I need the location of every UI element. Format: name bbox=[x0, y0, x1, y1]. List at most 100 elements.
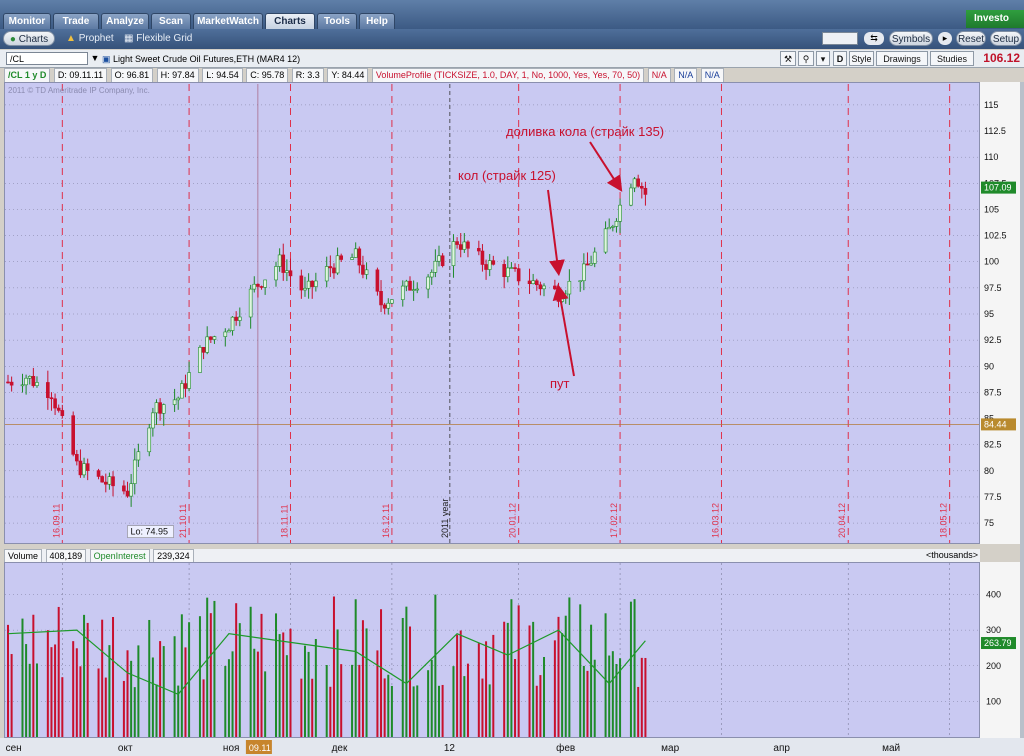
subtab-charts[interactable]: ● Charts bbox=[3, 31, 55, 46]
volume-bar bbox=[506, 622, 509, 737]
volume-axis[interactable] bbox=[980, 562, 1020, 738]
volume-bar bbox=[21, 618, 24, 737]
candle-body bbox=[158, 402, 162, 414]
volume-tick-label: 300 bbox=[986, 625, 1001, 635]
drawings-button[interactable]: Drawings bbox=[876, 51, 928, 66]
candle-body bbox=[176, 397, 181, 401]
candle-body bbox=[27, 376, 32, 379]
tab-monitor[interactable]: Monitor bbox=[3, 13, 51, 29]
volume-bar bbox=[553, 640, 556, 737]
expiry-date-label: 16.12.11 bbox=[381, 504, 391, 538]
volume-bar bbox=[466, 663, 469, 737]
month-label: апр bbox=[773, 743, 790, 754]
month-label: май bbox=[882, 743, 900, 754]
volume-bar bbox=[155, 684, 158, 737]
candle-body bbox=[31, 376, 36, 386]
tab-help[interactable]: Help bbox=[359, 13, 395, 29]
subtab-flexible-grid[interactable]: ▦ Flexible Grid bbox=[124, 32, 192, 46]
candle-body bbox=[122, 485, 126, 492]
volume-bar bbox=[97, 668, 100, 737]
volume-bar bbox=[401, 617, 404, 737]
reset-button[interactable]: Reset bbox=[956, 31, 986, 46]
price-chart-pane[interactable] bbox=[4, 82, 980, 544]
candle-body bbox=[285, 270, 289, 273]
zoom-icon[interactable]: ⚲ bbox=[798, 51, 814, 66]
copyright-text: 2011 © TD Ameritrade IP Company, Inc. bbox=[8, 86, 150, 95]
arrow-icon[interactable]: ▸ bbox=[938, 32, 952, 45]
prophet-icon: ▲ bbox=[66, 33, 76, 44]
symbol-input[interactable]: /CL bbox=[6, 52, 88, 65]
candle-body bbox=[451, 241, 456, 266]
candle-body bbox=[404, 280, 409, 287]
volume-bar bbox=[198, 616, 201, 737]
volume-bar bbox=[463, 676, 466, 737]
volume-bar bbox=[629, 601, 632, 737]
candle-body bbox=[209, 336, 213, 340]
candle-body bbox=[180, 383, 184, 399]
volume-header: Volume 408,189 OpenInterest 239,324 <tho… bbox=[4, 549, 980, 564]
candle-body bbox=[426, 276, 430, 290]
volume-pane[interactable] bbox=[4, 562, 980, 738]
volume-bar bbox=[637, 686, 640, 737]
candle-body bbox=[151, 412, 155, 429]
volume-bar bbox=[532, 621, 535, 737]
candle-body bbox=[640, 186, 644, 189]
volume-bar bbox=[151, 657, 154, 737]
vertical-scrollbar[interactable] bbox=[1020, 82, 1024, 738]
candle-body bbox=[248, 288, 253, 318]
candle-body bbox=[259, 286, 264, 288]
volume-bar bbox=[383, 678, 386, 737]
subtab-prophet[interactable]: ▲ Prophet bbox=[66, 32, 114, 46]
tab-charts[interactable]: Charts bbox=[265, 13, 315, 29]
tab-marketwatch[interactable]: MarketWatch bbox=[193, 13, 263, 29]
volume-bar bbox=[361, 620, 364, 737]
grid-icon: ▦ bbox=[124, 33, 134, 44]
volume-bar bbox=[300, 678, 303, 737]
candle-body bbox=[49, 397, 54, 400]
expiry-date-label: 21.10.11 bbox=[178, 504, 188, 538]
candle-body bbox=[125, 490, 130, 497]
volume-bar bbox=[108, 645, 111, 737]
brand-badge[interactable]: Investo bbox=[966, 10, 1024, 28]
symbols-button[interactable]: Symbols bbox=[889, 31, 933, 46]
volume-bar bbox=[517, 605, 520, 737]
setup-button[interactable]: Setup bbox=[990, 31, 1022, 46]
price-tick-label: 102.5 bbox=[984, 231, 1007, 241]
candle-body bbox=[603, 228, 608, 253]
annotation-text: пут bbox=[550, 376, 570, 391]
candle-body bbox=[382, 304, 387, 309]
volume-bar bbox=[416, 685, 419, 737]
candle-body bbox=[303, 287, 307, 291]
candle-body bbox=[111, 476, 115, 487]
volume-bar bbox=[311, 678, 314, 737]
studies-button[interactable]: Studies bbox=[930, 51, 974, 66]
link-icon[interactable]: ⇆ bbox=[864, 32, 884, 45]
volume-bar bbox=[72, 641, 75, 737]
tab-trade[interactable]: Trade bbox=[53, 13, 99, 29]
candle-body bbox=[198, 347, 202, 373]
tab-scan[interactable]: Scan bbox=[151, 13, 191, 29]
color-box[interactable] bbox=[822, 32, 858, 45]
tab-tools[interactable]: Tools bbox=[317, 13, 357, 29]
volume-bar bbox=[188, 622, 191, 737]
d-button[interactable]: D bbox=[833, 51, 847, 66]
style-button[interactable]: Style bbox=[849, 51, 874, 66]
volume-bar bbox=[332, 596, 335, 737]
candle-body bbox=[632, 178, 637, 189]
volume-bar bbox=[83, 614, 86, 737]
price-tick-label: 112.5 bbox=[984, 126, 1006, 136]
volume-bar bbox=[503, 621, 506, 737]
candle-body bbox=[281, 254, 286, 273]
candle-body bbox=[35, 382, 39, 386]
dropdown-icon[interactable]: ▼ bbox=[90, 53, 100, 63]
down-icon[interactable]: ▾ bbox=[816, 51, 830, 66]
volume-bar bbox=[285, 655, 288, 737]
tool-icon[interactable]: ⚒ bbox=[780, 51, 796, 66]
candle-body bbox=[563, 293, 568, 299]
volume-bar bbox=[260, 613, 263, 737]
price-tick-label: 95 bbox=[984, 309, 994, 319]
subtab-prophet-label: Prophet bbox=[78, 33, 114, 44]
annotation-text: кол (страйк 125) bbox=[458, 168, 556, 183]
open-interest-line bbox=[7, 629, 646, 696]
tab-analyze[interactable]: Analyze bbox=[101, 13, 149, 29]
